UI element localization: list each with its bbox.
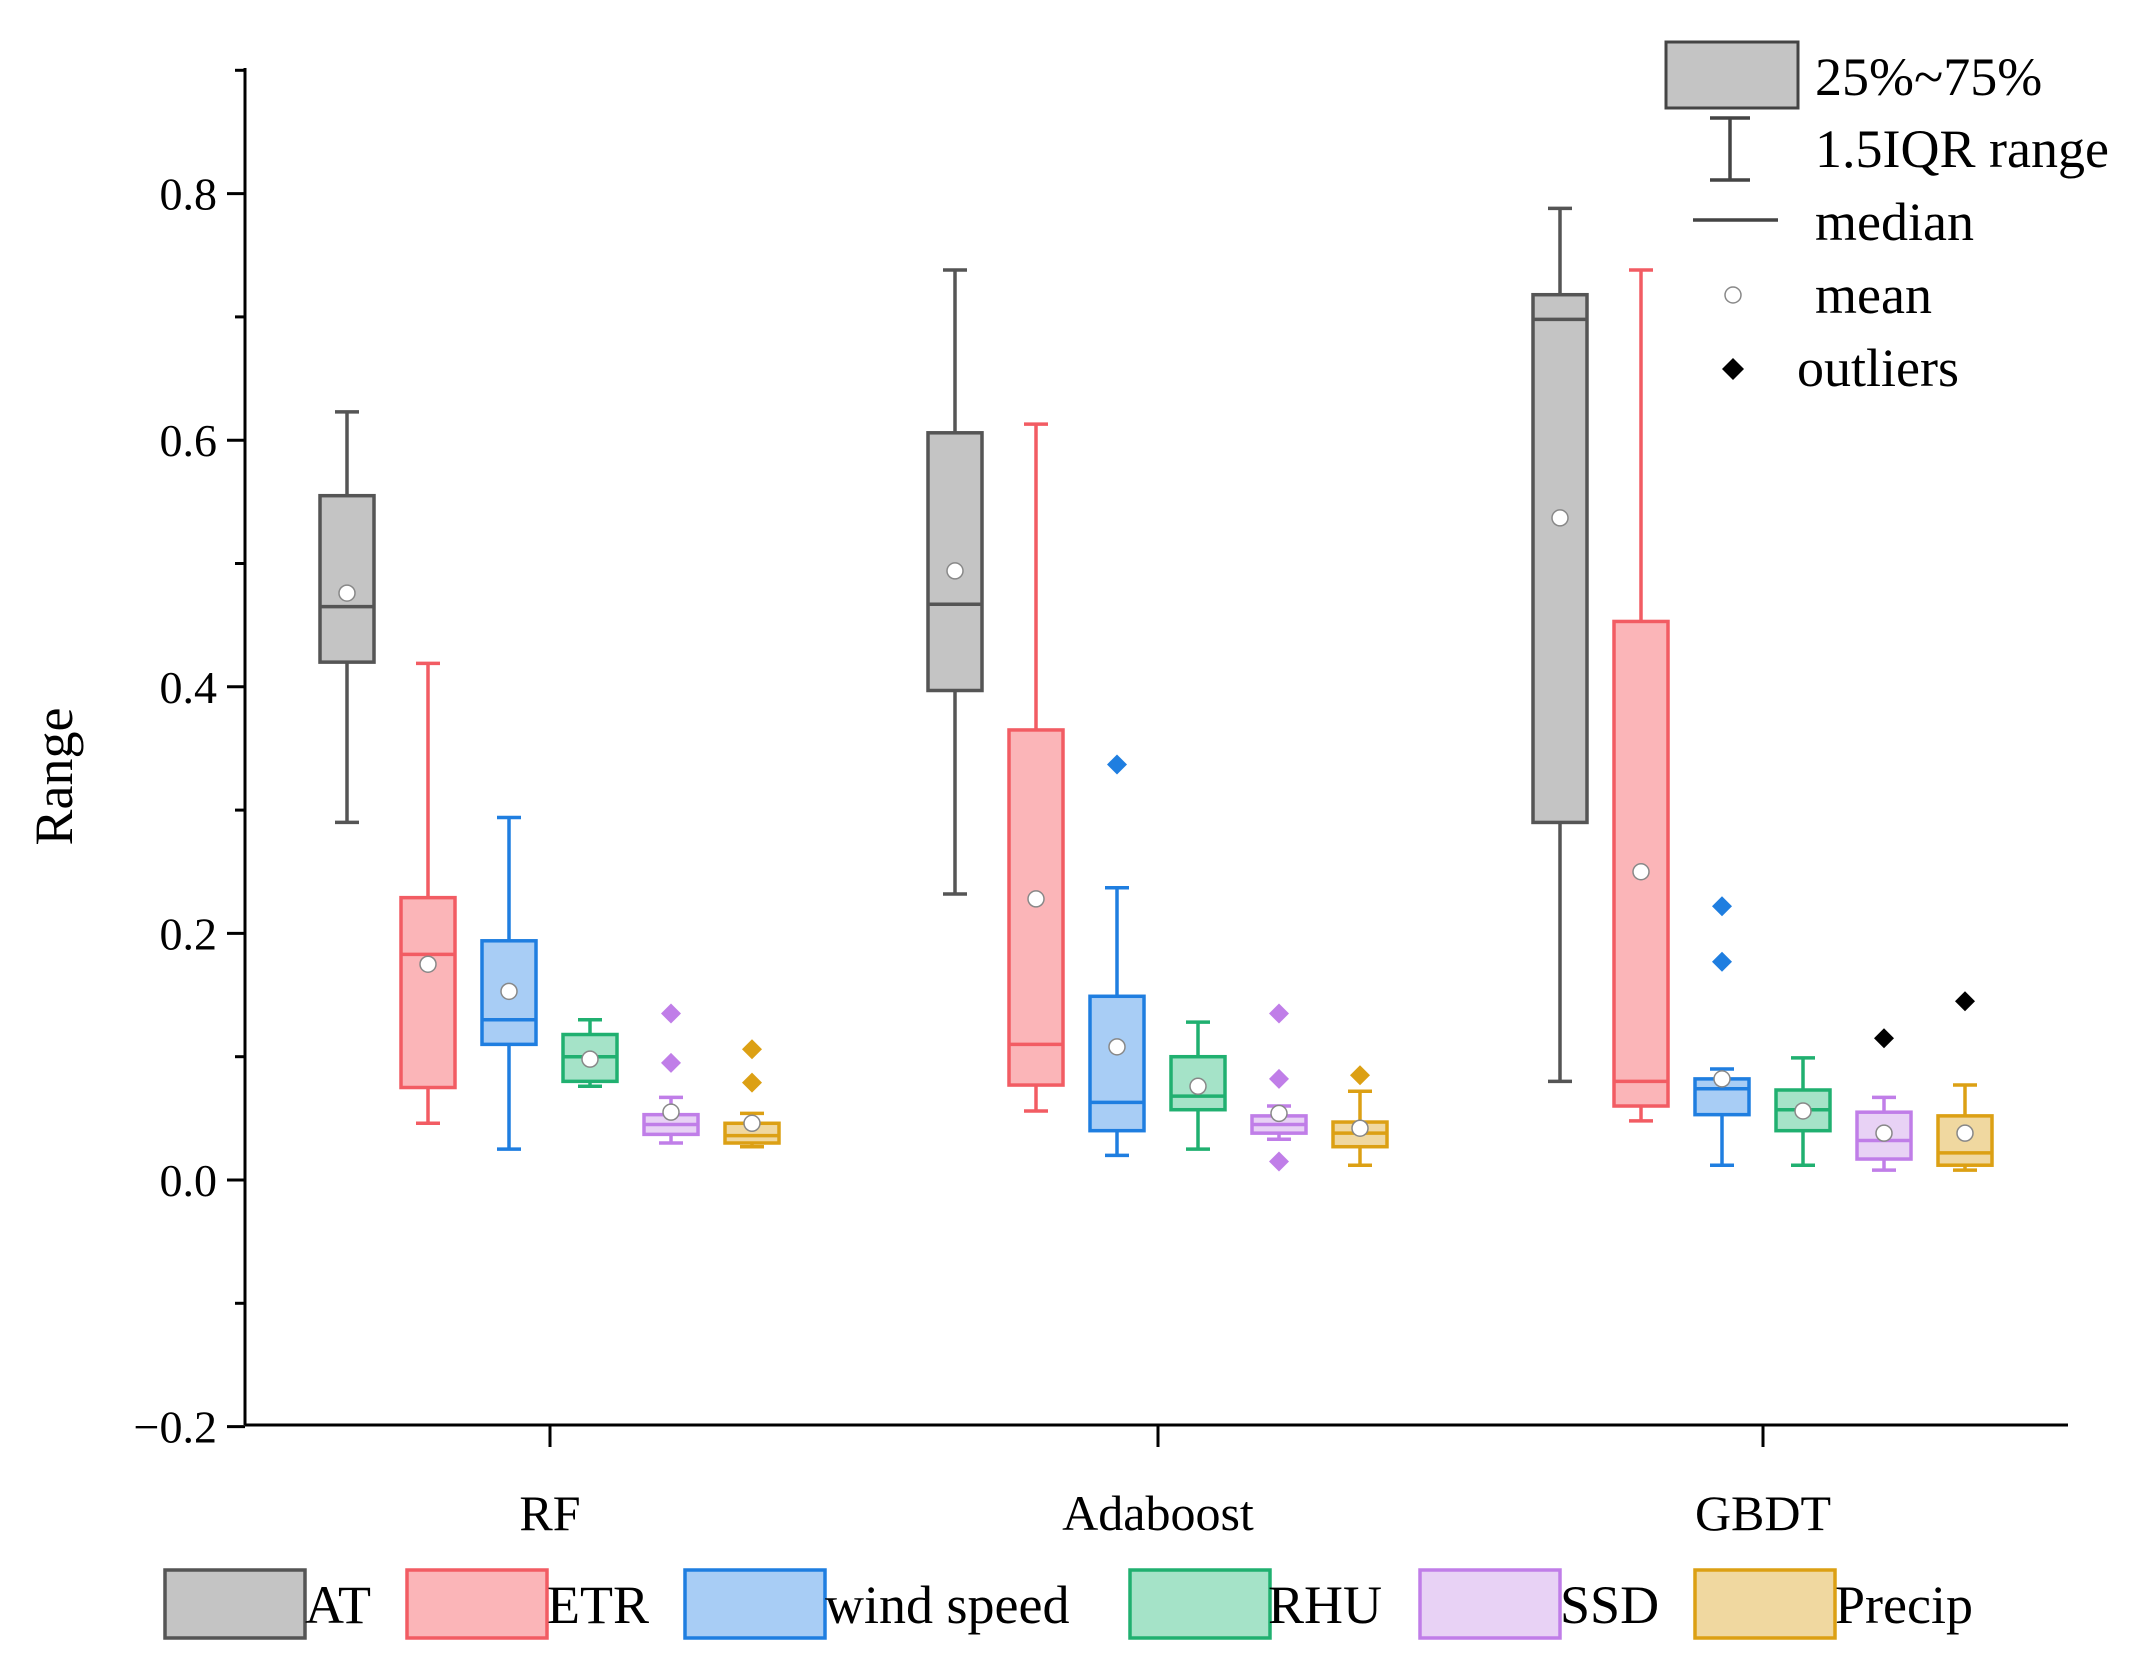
key-box-swatch xyxy=(1664,40,1800,110)
key-whisker-label: 1.5IQR range xyxy=(1815,119,2109,179)
iqr-box xyxy=(1693,1077,1751,1117)
outlier-marker xyxy=(1712,896,1732,917)
outlier-marker xyxy=(661,1052,681,1073)
axes: −0.2 0.0 0.2 0.4 0.6 0.8 Range RF Adaboost GBDT xyxy=(24,68,2068,1541)
mean-marker xyxy=(1551,509,1569,527)
outlier-marker xyxy=(742,1039,762,1060)
legend-swatch-etr xyxy=(405,1568,549,1640)
series-legend: AT ETR wind speed RHU SSD Precip xyxy=(163,1568,1973,1640)
key-legend: 25%~75% 1.5IQR range median mean outliers xyxy=(1664,40,2109,398)
iqr-box xyxy=(399,895,457,1090)
legend-swatch-at xyxy=(163,1568,307,1640)
legend-label-at: AT xyxy=(305,1575,371,1635)
mean-marker xyxy=(1351,1119,1369,1137)
iqr-box xyxy=(318,493,376,664)
iqr-box xyxy=(926,431,984,693)
outlier-marker xyxy=(1269,1068,1289,1089)
box-etr xyxy=(1612,268,1670,1123)
mean-marker xyxy=(1632,863,1650,881)
legend-label-precip: Precip xyxy=(1835,1575,1973,1635)
legend-label-etr: ETR xyxy=(547,1575,649,1635)
legend-swatch-ssd xyxy=(1418,1568,1562,1640)
box-rhu xyxy=(561,1017,619,1089)
mean-marker xyxy=(743,1114,761,1133)
box-at xyxy=(1531,206,1589,1084)
mean-marker xyxy=(419,955,437,973)
box-ssd xyxy=(1855,1028,1913,1172)
outlier-marker xyxy=(661,1003,681,1024)
box-at xyxy=(926,268,984,896)
y-tick-label: 0.6 xyxy=(160,415,218,466)
legend-label-wind-speed: wind speed xyxy=(825,1575,1069,1635)
outlier-marker xyxy=(1350,1065,1370,1086)
outlier-marker xyxy=(1107,754,1127,775)
box-at xyxy=(318,410,376,825)
box-ssd xyxy=(642,1003,700,1145)
box-rhu xyxy=(1169,1020,1227,1151)
mean-marker xyxy=(500,982,518,1001)
mean-marker xyxy=(338,584,356,602)
mean-marker xyxy=(1713,1070,1731,1088)
outlier-marker xyxy=(1955,991,1975,1012)
iqr-box xyxy=(1088,994,1146,1133)
category-label: GBDT xyxy=(1695,1485,1831,1541)
box-ssd xyxy=(1250,1003,1308,1172)
mean-marker xyxy=(1956,1124,1974,1142)
mean-marker xyxy=(1875,1124,1893,1142)
box-precip xyxy=(1331,1065,1389,1167)
box-wind-speed xyxy=(480,815,538,1151)
key-box-label: 25%~75% xyxy=(1815,47,2042,107)
key-outlier-label: outliers xyxy=(1797,338,1959,398)
legend-label-ssd: SSD xyxy=(1560,1575,1659,1635)
mean-marker xyxy=(1027,890,1045,908)
box-wind-speed xyxy=(1088,754,1146,1158)
y-axis-title: Range xyxy=(24,708,84,846)
box-etr xyxy=(399,661,457,1126)
y-tick-label: 0.4 xyxy=(160,662,218,713)
box-precip xyxy=(1936,991,1994,1172)
plot-area xyxy=(318,206,1994,1172)
category-label: Adaboost xyxy=(1062,1485,1254,1541)
box-rhu xyxy=(1774,1056,1832,1167)
mean-marker xyxy=(1270,1104,1288,1123)
key-mean-label: mean xyxy=(1815,265,1932,325)
box-etr xyxy=(1007,422,1065,1113)
mean-marker xyxy=(581,1050,599,1068)
legend-swatch-wind-speed xyxy=(683,1568,827,1640)
key-median-label: median xyxy=(1815,192,1974,252)
mean-marker xyxy=(1189,1077,1207,1096)
y-tick-label: −0.2 xyxy=(134,1402,217,1453)
box-precip xyxy=(723,1039,781,1149)
legend-swatch-rhu xyxy=(1128,1568,1272,1640)
mean-marker xyxy=(1794,1102,1812,1120)
box-wind-speed xyxy=(1693,896,1751,1167)
outlier-marker xyxy=(1712,951,1732,972)
outlier-marker xyxy=(1269,1151,1289,1172)
outlier-marker xyxy=(742,1072,762,1093)
key-mean-swatch xyxy=(1724,286,1742,304)
mean-marker xyxy=(1108,1038,1126,1056)
legend-swatch-precip xyxy=(1693,1568,1837,1640)
outlier-marker xyxy=(1874,1028,1894,1049)
y-tick-label: 0.2 xyxy=(160,908,218,959)
key-outlier-swatch xyxy=(1722,358,1744,380)
y-tick-label: 0.8 xyxy=(160,169,218,220)
mean-marker xyxy=(662,1103,680,1121)
iqr-box xyxy=(1531,292,1589,825)
outlier-marker xyxy=(1269,1003,1289,1024)
category-label: RF xyxy=(519,1485,580,1541)
legend-label-rhu: RHU xyxy=(1268,1575,1382,1635)
y-tick-label: 0.0 xyxy=(160,1155,218,1206)
mean-marker xyxy=(946,562,964,580)
